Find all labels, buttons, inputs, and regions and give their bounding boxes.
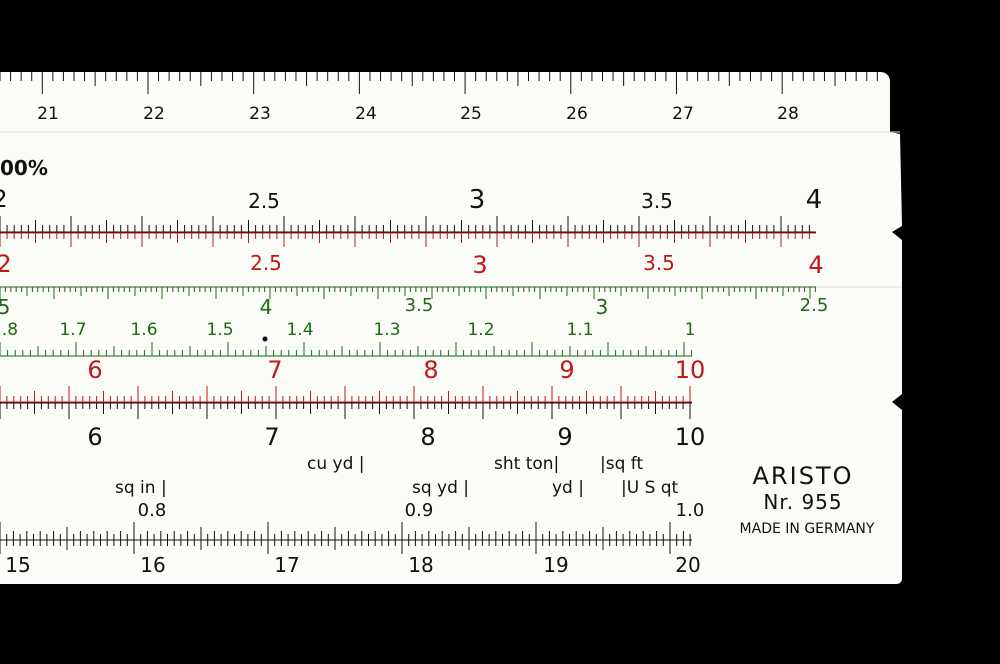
scale-b-label: 2.5 [250, 251, 282, 275]
brand-name: ARISTO [753, 462, 854, 490]
gauge-dot [262, 336, 268, 342]
scale-ticks [0, 72, 878, 554]
scale-a-label: 2 [0, 185, 8, 213]
top-rule-label: 25 [460, 104, 482, 124]
conversion-label: |sq ft [600, 454, 643, 474]
scale-ci-label: 1.4 [286, 320, 313, 340]
scale-d-label: 7 [264, 423, 279, 451]
top-rule-labels: 21 22 23 24 25 26 27 28 [37, 104, 799, 124]
scale-b-label: 3.5 [643, 251, 675, 275]
top-rule-label: 28 [777, 104, 799, 124]
scale-green-label: 3.5 [405, 295, 434, 316]
bottom-rule-label: 17 [274, 553, 299, 577]
scale-b-label: 4 [808, 251, 823, 279]
bottom-rule-label: 16 [140, 553, 165, 577]
top-rule-label: 22 [143, 104, 165, 124]
top-rule-label: 27 [672, 104, 694, 124]
scale-ci-label: 1.6 [130, 320, 157, 340]
decimal-mark: 1.0 [676, 500, 705, 521]
scale-b-label: 2 [0, 250, 12, 278]
decimal-marks: 0.8 0.9 1.0 [138, 500, 705, 521]
scale-ci-label: .8 [2, 320, 18, 340]
conversion-label: sht ton| [494, 454, 559, 474]
bottom-rule-label: 20 [675, 553, 700, 577]
top-rule-label: 26 [566, 104, 588, 124]
scale-ci-label: 1.2 [467, 320, 494, 340]
brand-block: ARISTO Nr. 955 MADE IN GERMANY [740, 462, 875, 537]
percent-label: 00% [0, 156, 48, 180]
scale-c-label: 6 [87, 356, 102, 384]
scale-d-label: 9 [557, 423, 572, 451]
top-rule-label: 23 [249, 104, 271, 124]
bottom-rule-labels: 15 16 17 18 19 20 [5, 553, 700, 577]
scale-ci-label: 1.1 [566, 320, 593, 340]
scale-a-label: 2.5 [248, 189, 280, 213]
conversion-label: cu yd | [307, 454, 365, 474]
bottom-rule-label: 15 [5, 553, 30, 577]
scale-d-label: 10 [675, 423, 706, 451]
scale-green-label: 5 [0, 295, 10, 319]
scale-c-label: 9 [559, 356, 574, 384]
scale-b-labels: 2 2.5 3 3.5 4 [0, 250, 824, 279]
scale-c-labels: 6 7 8 9 10 [87, 356, 705, 384]
bottom-rule-label: 19 [543, 553, 568, 577]
scale-d-labels: 6 7 8 9 10 [87, 423, 705, 451]
scale-c-label: 10 [675, 356, 706, 384]
top-rule-label: 21 [37, 104, 59, 124]
scale-d-label: 6 [87, 423, 102, 451]
conversion-label: yd | [552, 478, 584, 498]
scale-a-labels: 2 2.5 3 3.5 4 [0, 185, 822, 215]
scale-d-label: 8 [420, 423, 435, 451]
scale-a-label: 3 [469, 185, 486, 215]
origin-label: MADE IN GERMANY [740, 521, 875, 537]
scale-green-label: 3 [596, 295, 609, 319]
decimal-mark: 0.9 [405, 500, 434, 521]
scale-a-label: 3.5 [641, 189, 673, 213]
scale-ci-label: 1.7 [59, 320, 86, 340]
slide-rule-body [0, 72, 902, 584]
scale-b-label: 3 [472, 251, 487, 279]
decimal-mark: 0.8 [138, 500, 167, 521]
model-number: Nr. 955 [763, 490, 842, 514]
scale-ci-labels: .8 1.7 1.6 1.5 1.4 1.3 1.2 1.1 1 [2, 320, 696, 340]
bottom-rule-label: 18 [408, 553, 433, 577]
scale-a-label: 4 [806, 185, 823, 215]
conversion-label: |U S qt [621, 478, 679, 498]
scale-c-label: 8 [423, 356, 438, 384]
scale-ci-label: 1.3 [373, 320, 400, 340]
scale-ci-label: 1 [685, 320, 696, 340]
conversion-label: sq yd | [412, 478, 469, 498]
top-rule-label: 24 [355, 104, 377, 124]
scale-green-label: 4 [260, 295, 273, 319]
scale-c-label: 7 [267, 356, 282, 384]
scale-ci-label: 1.5 [206, 320, 233, 340]
conversion-label: sq in | [115, 478, 167, 498]
scale-green-upper-labels: 5 4 3.5 3 2.5 [0, 295, 828, 319]
conversion-labels: cu yd | sht ton| |sq ft sq in | sq yd | … [115, 454, 679, 498]
scale-green-label: 2.5 [800, 295, 829, 316]
